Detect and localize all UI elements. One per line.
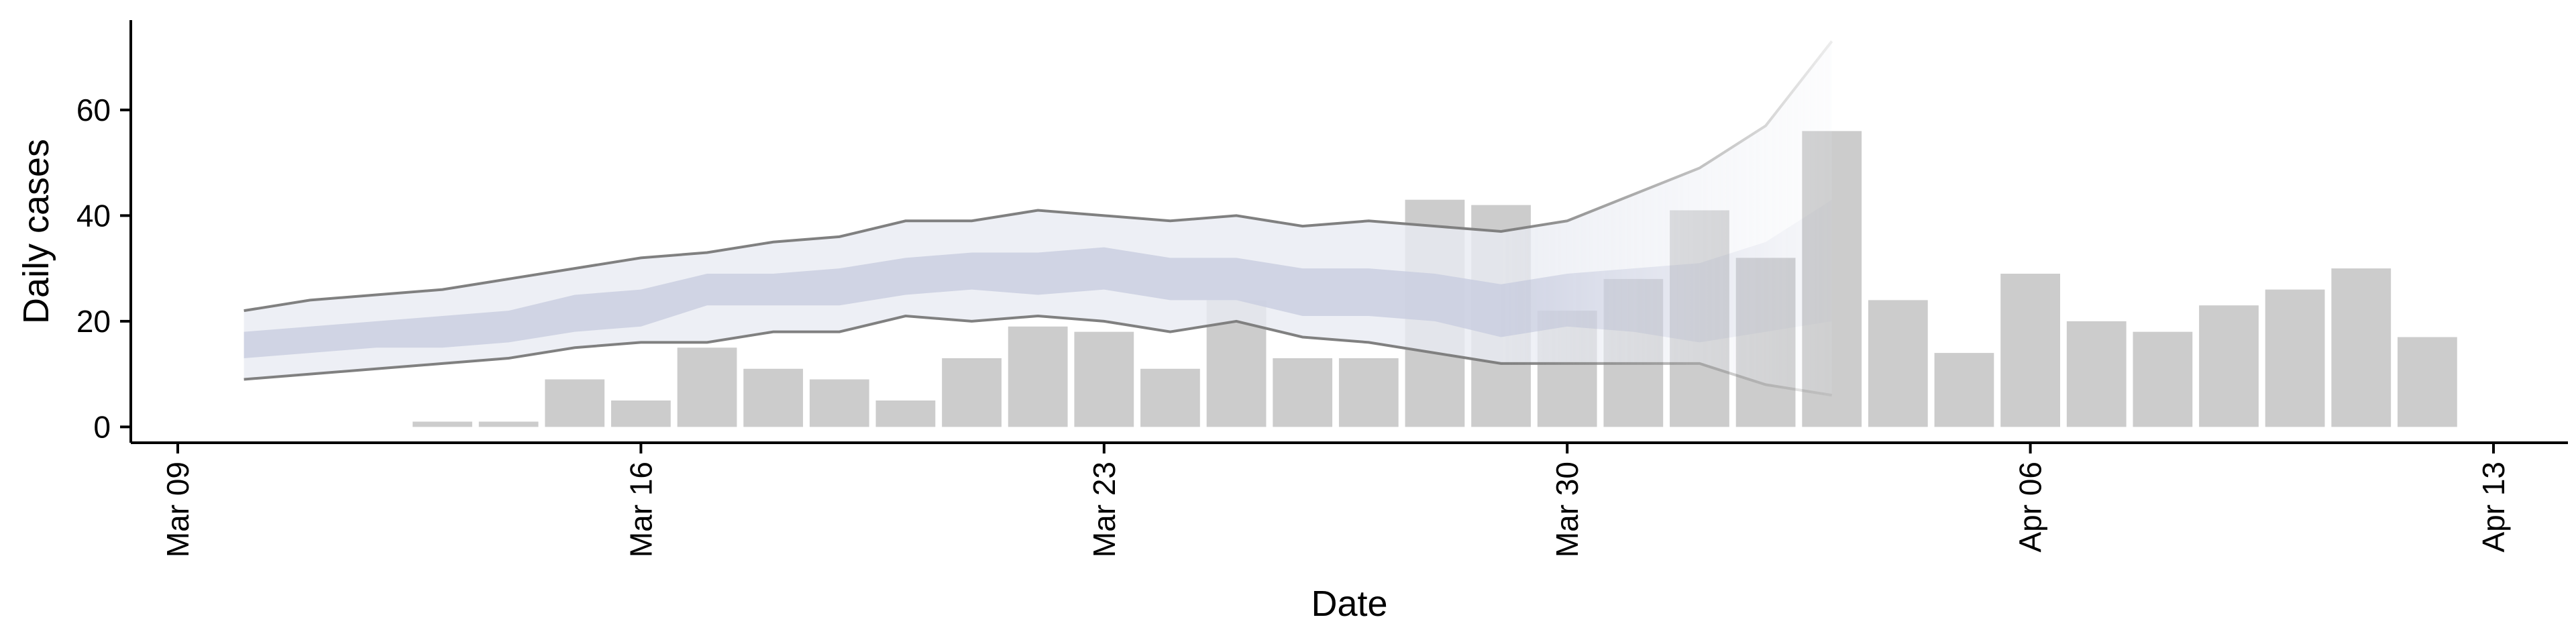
case-bar — [2066, 321, 2127, 427]
case-bar — [1868, 300, 1928, 427]
x-tick-label: Apr 13 — [2476, 462, 2511, 553]
case-bar — [2000, 274, 2060, 427]
case-bar — [942, 358, 1002, 427]
plot-area — [244, 40, 2457, 427]
axes: 0 20 40 60 Mar 09 Mar 16 Mar 23 Mar 30 Apr 06 Apr… — [76, 20, 2568, 557]
x-tick-label: Mar 09 — [160, 462, 195, 557]
y-tick-label: 20 — [76, 304, 111, 339]
lower-bound-line — [244, 314, 1833, 397]
case-bar — [875, 400, 936, 427]
case-bar — [1273, 358, 1333, 427]
case-bar — [1934, 353, 1994, 427]
x-tick-label: Mar 30 — [1550, 462, 1585, 557]
x-tick-label: Mar 16 — [623, 462, 658, 557]
case-bar — [413, 421, 472, 427]
case-bar — [2199, 305, 2259, 427]
case-bar — [545, 379, 605, 427]
case-bar — [809, 379, 869, 427]
y-tick-label: 40 — [76, 198, 111, 233]
upper-bound-line — [244, 40, 1833, 313]
case-bar — [1140, 368, 1200, 427]
x-tick-label: Apr 06 — [2013, 462, 2048, 553]
case-bar — [2331, 268, 2392, 427]
case-bar — [1338, 358, 1399, 427]
case-bar — [2265, 289, 2325, 427]
case-bar — [1008, 326, 1068, 427]
y-axis-title: Daily cases — [16, 139, 56, 324]
case-bar — [1074, 331, 1134, 427]
nowcast-estimate — [244, 40, 1833, 397]
case-bar — [677, 347, 737, 427]
case-bar — [743, 368, 804, 427]
y-tick-label: 60 — [76, 93, 111, 127]
case-bar — [2133, 331, 2193, 427]
x-axis-title: Date — [1311, 584, 1387, 624]
inner-interval-band — [244, 199, 1832, 358]
y-tick-label: 0 — [93, 409, 111, 444]
case-bar — [478, 421, 539, 427]
case-bar — [611, 400, 671, 427]
x-tick-label: Mar 23 — [1087, 462, 1122, 557]
case-bar — [2397, 337, 2457, 427]
